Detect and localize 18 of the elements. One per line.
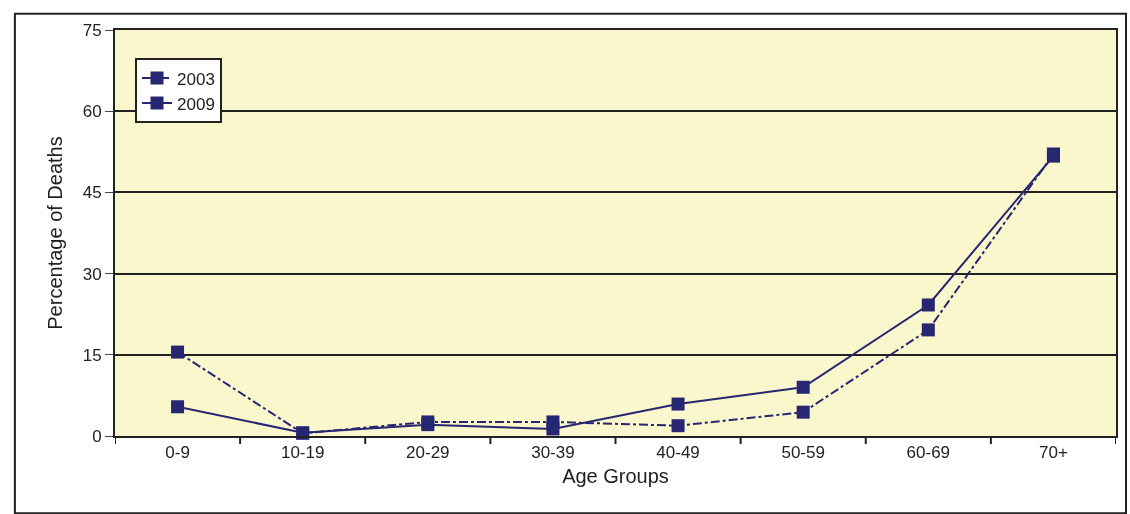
- x-tick-label: 50-59: [781, 443, 825, 463]
- y-tick-label: 30: [82, 264, 102, 284]
- x-tick-label: 60-69: [906, 443, 951, 463]
- y-tick-label: 75: [82, 20, 102, 40]
- x-axis-title: Age Groups: [562, 465, 669, 488]
- y-tick-label: 0: [92, 426, 102, 446]
- legend-label: 2009: [177, 94, 215, 114]
- y-tick-label: 60: [82, 102, 102, 122]
- x-tick-label: 40-49: [656, 443, 700, 463]
- y-axis-title: Percentage of Deaths: [43, 136, 66, 330]
- legend-label: 2003: [177, 69, 215, 89]
- y-tick-label: 15: [82, 345, 102, 365]
- x-tick-label: 10-19: [280, 443, 325, 463]
- x-tick-label: 0-9: [165, 443, 190, 463]
- y-tick-label: 45: [82, 183, 102, 203]
- x-tick-label: 70+: [1039, 443, 1068, 463]
- x-tick-label: 30-39: [531, 443, 575, 463]
- x-tick-label: 20-29: [406, 443, 450, 463]
